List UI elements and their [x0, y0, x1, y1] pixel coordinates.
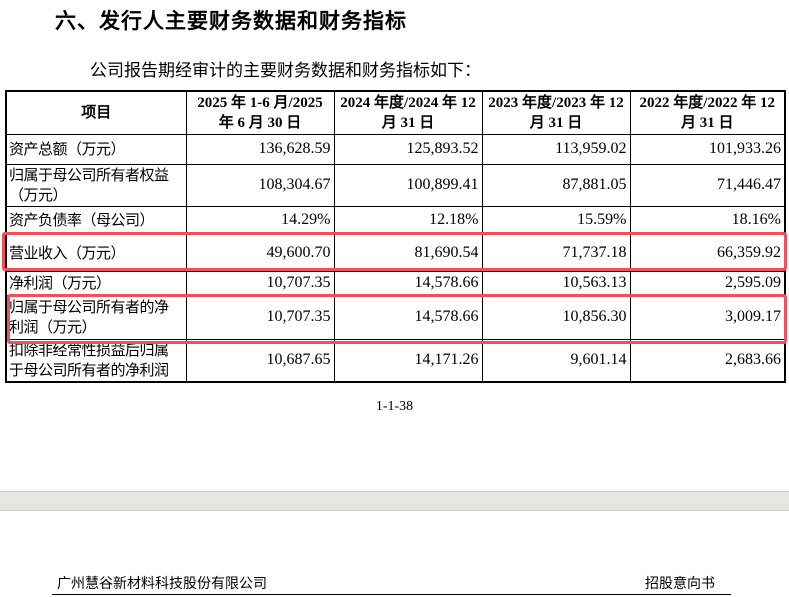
table-row: 营业收入（万元） 49,600.70 81,690.54 71,737.18 66,35… — [5, 233, 786, 272]
value-cell: 3,009.17 — [629, 294, 786, 340]
table-header-row: 项目 2025 年 1-6 月/2025 年 6 月 30 日 2024 年度/… — [5, 90, 786, 135]
value-cell: 10,707.35 — [185, 294, 335, 340]
section-title: 六、发行人主要财务数据和财务指标 — [55, 9, 407, 33]
table-row: 归属于母公司所有者的净利润（万元） 10,707.35 14,578.66 10,85… — [5, 294, 786, 340]
value-cell: 10,856.30 — [481, 294, 631, 340]
value-cell: 18.16% — [629, 205, 786, 235]
value-cell: 125,893.52 — [333, 133, 483, 165]
value-cell: 100,899.41 — [333, 163, 483, 207]
header-cell: 2022 年度/2022 年 12 月 31 日 — [629, 90, 786, 135]
table-row: 资产总额（万元） 136,628.59 125,893.52 113,959.02 10… — [5, 133, 786, 165]
value-cell: 49,600.70 — [185, 233, 335, 272]
table-row: 扣除非经常性损益后归属于母公司所有者的净利润 10,687.65 14,171.26… — [5, 338, 786, 383]
value-cell: 136,628.59 — [185, 133, 335, 165]
value-cell: 2,683.66 — [629, 338, 786, 383]
row-label: 资产总额（万元） — [5, 133, 187, 165]
header-cell: 2025 年 1-6 月/2025 年 6 月 30 日 — [185, 90, 335, 135]
header-cell: 项目 — [5, 90, 187, 135]
value-cell: 81,690.54 — [333, 233, 483, 272]
value-cell: 101,933.26 — [629, 133, 786, 165]
value-cell: 2,595.09 — [629, 270, 786, 296]
value-cell: 10,687.65 — [185, 338, 335, 383]
value-cell: 113,959.02 — [481, 133, 631, 165]
value-cell: 10,707.35 — [185, 270, 335, 296]
table-row: 净利润（万元） 10,707.35 14,578.66 10,563.13 2,595.… — [5, 270, 786, 296]
intro-text: 公司报告期经审计的主要财务数据和财务指标如下： — [90, 61, 481, 81]
page-number: 1-1-38 — [375, 399, 414, 414]
value-cell: 66,359.92 — [629, 233, 786, 272]
row-label: 资产负债率（母公司） — [5, 205, 187, 235]
row-label: 扣除非经常性损益后归属于母公司所有者的净利润 — [5, 338, 187, 383]
value-cell: 71,737.18 — [481, 233, 631, 272]
row-label: 归属于母公司所有者的净利润（万元） — [5, 294, 187, 340]
value-cell: 71,446.47 — [629, 163, 786, 207]
footer-rule — [52, 594, 731, 595]
page-separator — [0, 491, 789, 511]
value-cell: 14,578.66 — [333, 294, 483, 340]
header-cell: 2024 年度/2024 年 12 月 31 日 — [333, 90, 483, 135]
table-row: 资产负债率（母公司） 14.29% 12.18% 15.59% 18.16% — [5, 205, 786, 235]
financial-data-table: 项目 2025 年 1-6 月/2025 年 6 月 30 日 2024 年度/… — [5, 90, 786, 383]
row-label: 营业收入（万元） — [5, 233, 187, 272]
row-label: 净利润（万元） — [5, 270, 187, 296]
footer-doc-type: 招股意向书 — [645, 576, 715, 592]
value-cell: 87,881.05 — [481, 163, 631, 207]
value-cell: 14.29% — [185, 205, 335, 235]
header-cell: 2023 年度/2023 年 12 月 31 日 — [481, 90, 631, 135]
table-row: 归属于母公司所有者权益（万元） 108,304.67 100,899.41 87,88… — [5, 163, 786, 207]
value-cell: 12.18% — [333, 205, 483, 235]
value-cell: 9,601.14 — [481, 338, 631, 383]
row-label: 归属于母公司所有者权益（万元） — [5, 163, 187, 207]
footer-company: 广州慧谷新材料科技股份有限公司 — [57, 576, 267, 592]
value-cell: 14,578.66 — [333, 270, 483, 296]
value-cell: 108,304.67 — [185, 163, 335, 207]
value-cell: 14,171.26 — [333, 338, 483, 383]
value-cell: 10,563.13 — [481, 270, 631, 296]
value-cell: 15.59% — [481, 205, 631, 235]
